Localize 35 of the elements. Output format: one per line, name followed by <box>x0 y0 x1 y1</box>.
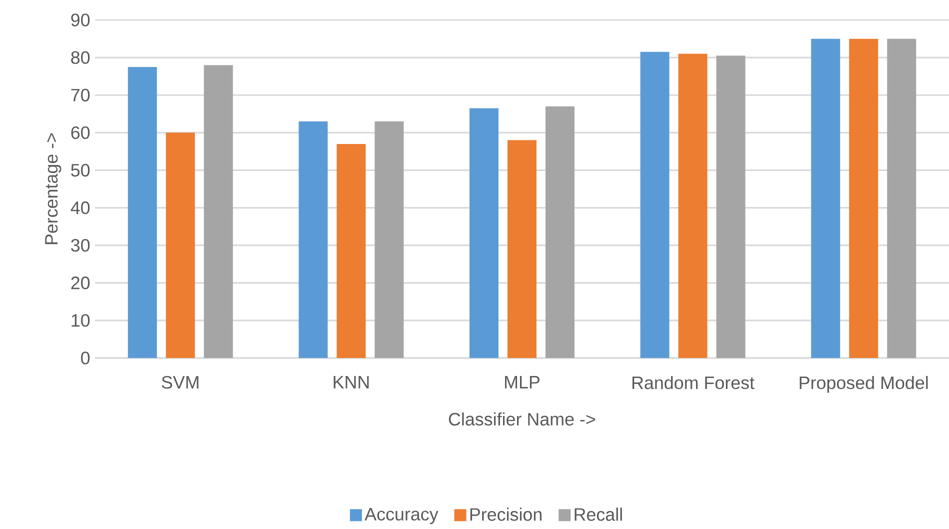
bar <box>204 65 233 358</box>
bar <box>849 38 878 358</box>
y-tick-label: 70 <box>71 88 90 102</box>
bar <box>640 52 670 358</box>
legend-label: Recall <box>574 508 622 521</box>
y-tick-label: 30 <box>71 238 90 252</box>
x-tick-label: MLP <box>505 376 540 388</box>
x-axis-title: Classifier Name -> <box>448 412 596 426</box>
legend-label: Precision <box>470 508 542 521</box>
bar <box>678 54 708 358</box>
y-tick-label: 50 <box>71 164 90 177</box>
bar <box>508 140 537 358</box>
bar <box>128 66 157 358</box>
bar <box>374 121 404 358</box>
y-tick-label: 80 <box>71 51 90 64</box>
bar <box>546 106 575 358</box>
y-tick-label: 0 <box>81 352 90 364</box>
bar <box>716 56 746 358</box>
bar <box>298 121 328 358</box>
y-tick-label: 90 <box>71 14 90 26</box>
y-tick-label: 20 <box>71 276 90 290</box>
x-tick-label: SVM <box>162 376 198 389</box>
y-axis-title: Percentage -> <box>45 133 62 244</box>
y-tick-label: 10 <box>72 314 90 327</box>
bar <box>887 38 916 358</box>
bar <box>166 132 195 358</box>
bar <box>336 144 366 358</box>
bar <box>811 38 840 358</box>
x-tick-label: Proposed Model <box>800 376 928 393</box>
x-tick-label: Random Forest <box>632 376 754 390</box>
x-tick-label: KNN <box>334 376 369 388</box>
bar <box>470 108 499 358</box>
y-tick-label: 40 <box>70 201 90 214</box>
y-tick-label: 60 <box>71 126 90 140</box>
legend-label: Accuracy <box>364 508 438 524</box>
